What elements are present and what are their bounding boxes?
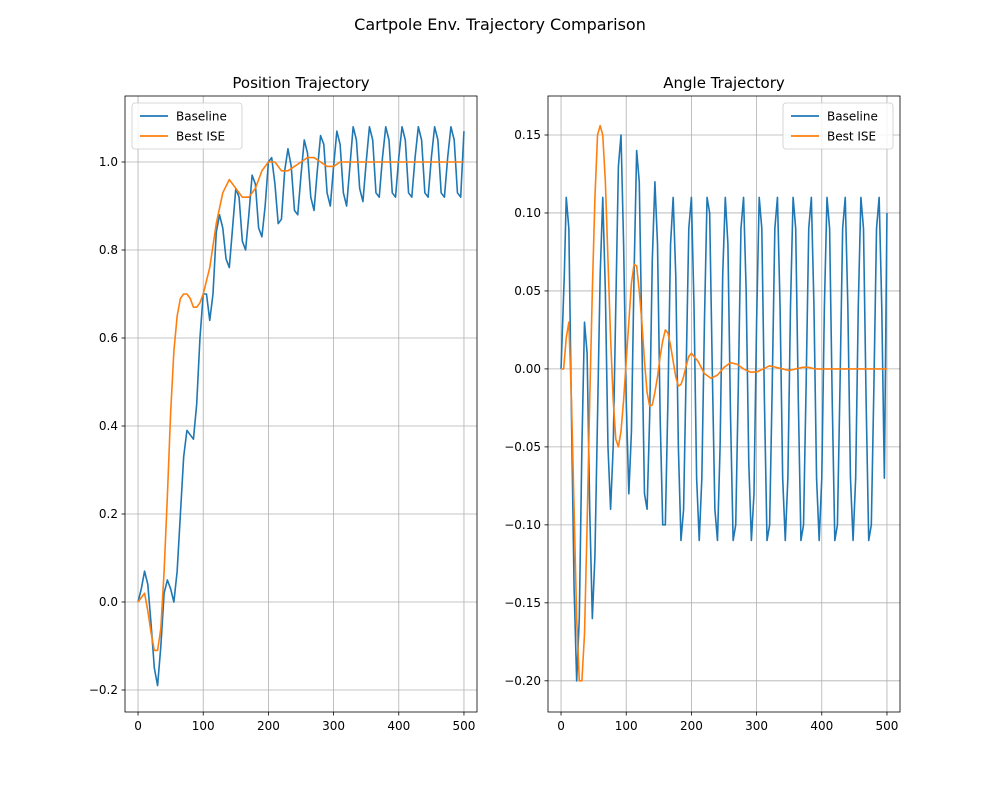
angle-trajectory-panel: 0 100 200 300 400 500 −0.20 −0.15 −0.10 −0.05 0.00…	[504, 74, 901, 733]
angle-x-tick-label: 500	[876, 719, 899, 733]
angle-x-tick-label: 400	[810, 719, 833, 733]
position-y-tick-label: 0.4	[99, 419, 118, 433]
angle-chart-title: Angle Trajectory	[663, 74, 785, 92]
angle-y-tick-label: 0.10	[514, 206, 541, 220]
angle-y-tick-label: −0.15	[504, 596, 541, 610]
angle-series-best-ise-line	[561, 124, 887, 682]
angle-legend: Baseline Best ISE	[782, 102, 894, 150]
angle-y-tick-label: 0.15	[514, 128, 541, 142]
position-x-tick-label: 100	[192, 719, 215, 733]
position-chart-title: Position Trajectory	[232, 74, 369, 92]
angle-y-tick-label: −0.10	[504, 518, 541, 532]
position-y-tick-label: 0.8	[99, 243, 118, 257]
angle-legend-label-baseline: Baseline	[827, 110, 878, 124]
position-series-baseline-line	[137, 126, 465, 687]
position-y-tick-label: 0.2	[99, 507, 118, 521]
position-x-tick-label: 0	[134, 719, 142, 733]
position-legend-box	[131, 102, 243, 150]
angle-x-tick-label: 100	[615, 719, 638, 733]
angle-y-tick-label: 0.05	[514, 284, 541, 298]
position-axes-frame	[124, 95, 478, 713]
angle-series-baseline-line	[560, 134, 888, 682]
position-y-tick-label: 0.6	[99, 331, 118, 345]
angle-y-tick-label: 0.00	[514, 362, 541, 376]
position-y-tick-label: 1.0	[99, 155, 118, 169]
angle-legend-box	[782, 102, 894, 150]
angle-legend-label-best-ise: Best ISE	[827, 130, 876, 144]
angle-axes-frame	[547, 95, 901, 713]
position-x-tick-label: 400	[387, 719, 410, 733]
position-legend-label-baseline: Baseline	[176, 110, 227, 124]
position-legend: Baseline Best ISE	[131, 102, 243, 150]
position-y-tick-label: −0.2	[89, 683, 118, 697]
angle-x-tick-label: 200	[680, 719, 703, 733]
position-trajectory-panel: 0 100 200 300 400 500 −0.2 0.0 0.2 0.4 0.6 0.8 1.0 Po…	[89, 74, 478, 733]
position-x-tick-label: 200	[257, 719, 280, 733]
angle-y-tick-label: −0.20	[504, 674, 541, 688]
position-x-tick-label: 500	[453, 719, 476, 733]
figure-title: Cartpole Env. Trajectory Comparison	[354, 15, 646, 34]
position-legend-label-best-ise: Best ISE	[176, 130, 225, 144]
position-x-tick-label: 300	[322, 719, 345, 733]
position-y-tick-label: 0.0	[99, 595, 118, 609]
position-series-best-ise-line	[137, 156, 464, 652]
angle-x-tick-label: 0	[557, 719, 565, 733]
angle-x-tick-label: 300	[745, 719, 768, 733]
angle-y-tick-label: −0.05	[504, 440, 541, 454]
